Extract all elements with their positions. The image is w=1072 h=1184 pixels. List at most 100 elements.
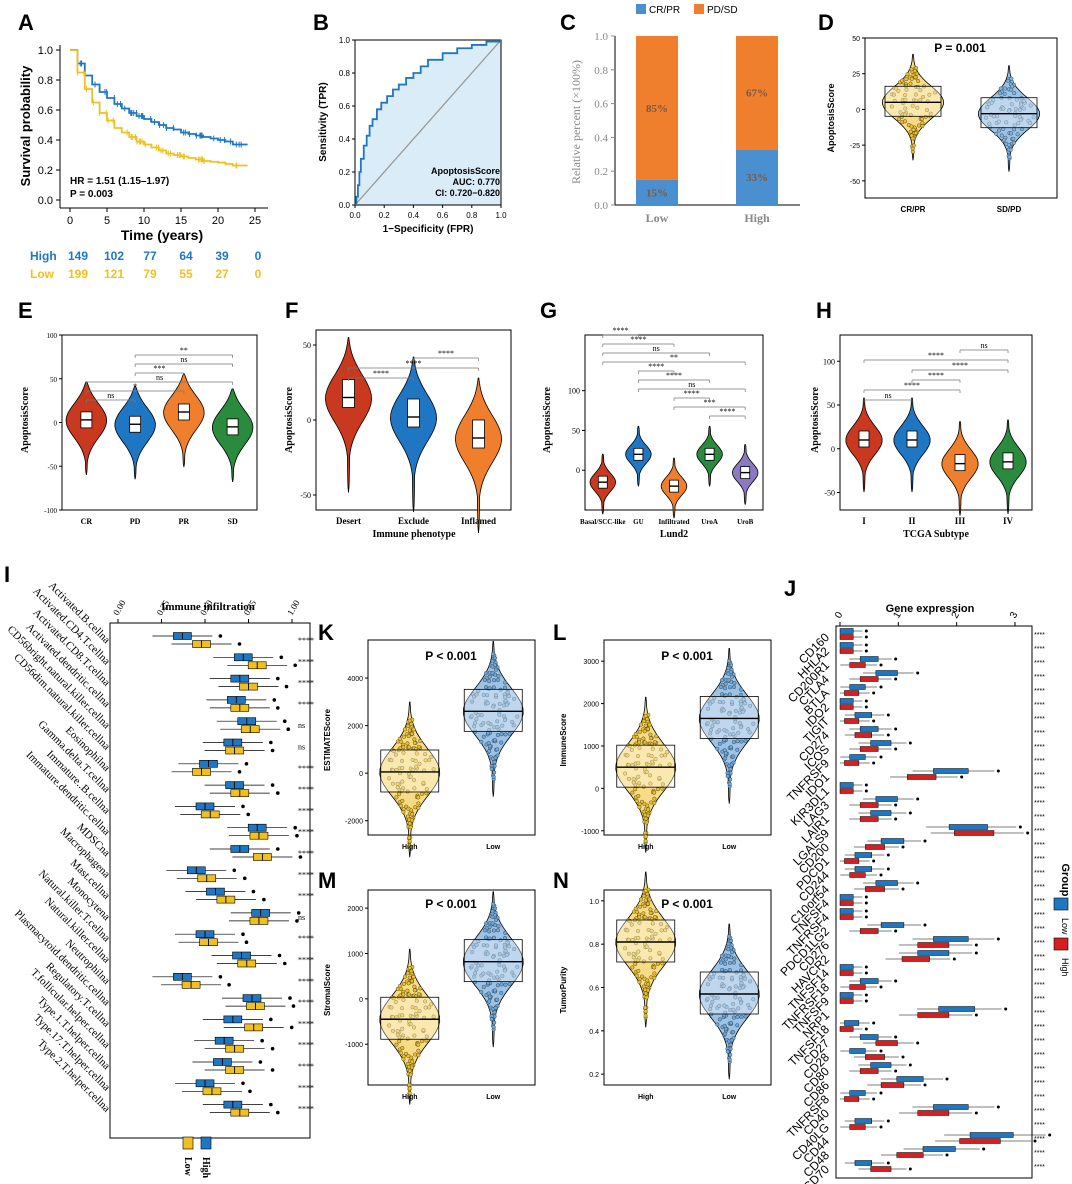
d-plot-point [1028, 103, 1033, 108]
k-plot-point [503, 680, 508, 685]
n-plot-point [655, 962, 660, 967]
i-sig-label: **** [298, 849, 314, 858]
l-plot-point [643, 830, 648, 835]
n-plot-point [644, 995, 649, 1000]
l-plot-point [732, 685, 737, 690]
l-plot-point [643, 740, 648, 745]
d-plot-point [1002, 91, 1007, 96]
m-plot-point [389, 1005, 394, 1010]
l-plot-point [738, 702, 743, 707]
j-sig-label: **** [1034, 968, 1045, 975]
l-plot-point [633, 732, 638, 737]
m-title: P < 0.001 [425, 897, 477, 911]
d-plot-point [911, 143, 916, 148]
l-plot-point [709, 728, 714, 733]
j-box [844, 718, 860, 724]
k-plot-point [400, 798, 405, 803]
j-outlier [894, 817, 898, 821]
a-risk-value: 39 [215, 249, 229, 263]
e-plot-sig-label: ns [107, 391, 114, 400]
h-plot-box-0 [858, 430, 870, 448]
j-box [849, 872, 866, 878]
m-plot-point [490, 909, 495, 914]
i-outlier [270, 1046, 275, 1051]
j-outlier [916, 671, 920, 675]
l-plot-point [715, 720, 720, 725]
panel-h: H ApoptosisScore TCGA Subtype 100 50 0 -50 I… [810, 298, 1033, 540]
n-plot-point [625, 928, 630, 933]
l-plot-point [626, 776, 631, 781]
n-plot-point [657, 950, 662, 955]
j-sig-label: **** [1034, 730, 1045, 737]
j-outlier [872, 691, 876, 695]
j-sig-label: **** [1034, 660, 1045, 667]
j-outlier [1033, 1139, 1037, 1143]
k-plot-point [493, 755, 498, 760]
k-plot-point [393, 752, 398, 757]
i-outlier [279, 655, 284, 660]
panel-e: E ApoptosisScore 100 50 0 -50 -100 CR PD PR SD ns… [18, 298, 258, 526]
m-plot-point [491, 1025, 496, 1030]
l-plot-point [739, 739, 744, 744]
b-ytick-label: 0.4 [339, 135, 351, 144]
k-plot-point [496, 677, 501, 682]
m-plot-point [416, 1053, 421, 1058]
k-title: P < 0.001 [425, 649, 477, 663]
l-plot-point [715, 746, 720, 751]
n-plot-point [648, 911, 653, 916]
d-plot-point [1031, 115, 1036, 120]
n-plot-ytick-label: 0.8 [589, 942, 599, 949]
h-plot-ytick-label: 0 [831, 445, 835, 454]
j-outlier [974, 943, 978, 947]
m-plot-point [507, 944, 512, 949]
j-outlier [879, 985, 883, 989]
n-plot-point [740, 985, 745, 990]
n-plot-point [629, 922, 634, 927]
d-plot-point [903, 93, 908, 98]
k-plot-point [401, 734, 406, 739]
j-box [917, 1110, 950, 1116]
j-box [880, 1082, 905, 1088]
l-plot-point [660, 782, 665, 787]
j-outlier [974, 1013, 978, 1017]
n-plot-point [748, 979, 753, 984]
j-sig-label: **** [1034, 954, 1045, 961]
d-plot-point [927, 92, 932, 97]
l-plot-point [728, 777, 733, 782]
f-plot-violin-2 [454, 377, 503, 534]
j-box [854, 866, 872, 872]
j-outlier [879, 755, 883, 759]
a-hr: HR = 1.51 (1.15–1.97) [70, 176, 169, 187]
l-plot-point [727, 692, 732, 697]
d-plot-ytick-label: 25 [852, 72, 860, 79]
j-box [901, 956, 930, 962]
m-plot-point [487, 929, 492, 934]
k-plot-point [494, 667, 499, 672]
b-xlabel: 1−Specificity (FPR) [383, 224, 474, 235]
l-plot-point [637, 745, 642, 750]
j-outlier [872, 719, 876, 723]
j-sig-label: **** [1034, 786, 1045, 793]
e-plot-ytick-label: 100 [47, 332, 58, 340]
b-ytick-label: 1.0 [339, 36, 351, 45]
d-plot-point [1004, 120, 1009, 125]
i-outlier [269, 740, 273, 745]
d-plot-point [984, 115, 989, 120]
m-plot-point [491, 935, 496, 940]
j-box [839, 894, 854, 900]
j-box [849, 662, 866, 668]
m-plot-point [398, 1050, 403, 1055]
n-plot-point [643, 991, 648, 996]
m-plot-point [485, 943, 490, 948]
m-plot-point [407, 975, 412, 980]
j-sig-label: **** [1034, 1108, 1045, 1115]
i-title: Immune infiltration [161, 601, 255, 613]
e-ylabel: ApoptosisScore [20, 386, 31, 452]
h-plot-xtick-label: I [862, 516, 866, 526]
m-plot-point [416, 1048, 421, 1053]
j-outlier [1018, 825, 1022, 829]
m-plot-point [511, 973, 516, 978]
h-plot-xtick-label: II [908, 516, 916, 526]
e-plot-sig-label: ns [180, 355, 187, 364]
l-plot-point [727, 658, 732, 663]
